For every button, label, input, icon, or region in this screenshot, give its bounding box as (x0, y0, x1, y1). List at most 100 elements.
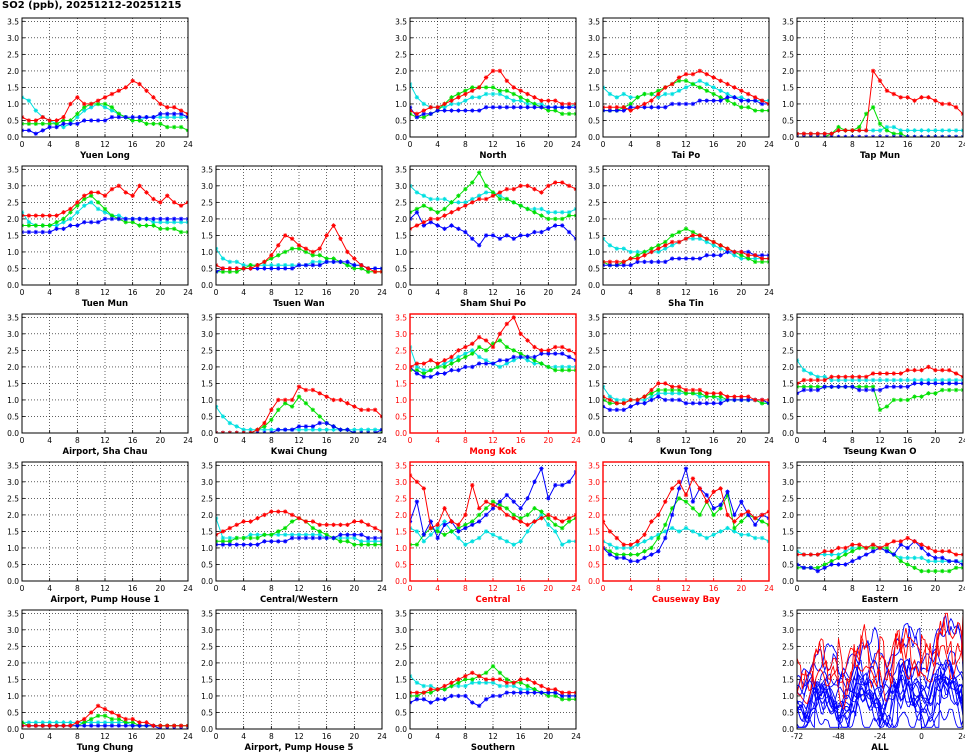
data-point-red (269, 509, 274, 514)
tick-label-y: 2.0 (7, 511, 19, 520)
data-point-red (607, 105, 613, 110)
data-point-blue (566, 229, 572, 235)
data-point-red (669, 486, 675, 491)
station-label: Causeway Bay (652, 595, 721, 605)
data-point-cyan (669, 91, 675, 97)
data-point-cyan (697, 394, 703, 399)
data-point-green (863, 111, 869, 117)
data-point-cyan (940, 558, 945, 564)
data-point-cyan (870, 128, 876, 133)
data-point-cyan (628, 95, 633, 100)
data-point-red (525, 338, 530, 343)
data-point-blue (711, 506, 716, 511)
data-point-cyan (463, 351, 468, 356)
data-point-red (435, 687, 440, 692)
tick-label-x: 4 (241, 436, 246, 445)
data-point-red (171, 200, 177, 205)
data-point-cyan (61, 219, 66, 225)
tick-label-x: 16 (709, 140, 719, 149)
data-point-green (497, 670, 503, 676)
tick-label-x: 16 (322, 288, 332, 297)
data-point-green (158, 121, 163, 126)
tick-label-x: 20 (931, 140, 941, 149)
data-point-red (365, 407, 371, 413)
tick-label-y: 3.5 (7, 461, 19, 470)
panel-frame (21, 313, 189, 434)
tick-label-y: 1.0 (395, 100, 407, 109)
data-point-blue (414, 114, 420, 120)
tick-label-x: 4 (628, 436, 633, 445)
data-point-cyan (829, 377, 834, 383)
data-point-cyan (95, 720, 101, 725)
data-point-red (532, 344, 537, 350)
tick-label-x: 16 (128, 732, 138, 741)
data-point-blue (614, 108, 620, 113)
data-point-blue (891, 384, 897, 389)
data-point-cyan (511, 98, 516, 103)
data-point-red (739, 394, 744, 399)
data-point-green (642, 549, 647, 554)
data-point-red (95, 98, 101, 103)
data-point-blue (532, 105, 537, 110)
tick-label-y: 3.5 (588, 17, 600, 26)
data-point-blue (926, 381, 931, 386)
tick-label-x: 0 (20, 732, 25, 741)
data-point-blue (704, 98, 709, 103)
tick-label-y: 2.5 (395, 346, 407, 355)
data-point-blue (649, 105, 654, 110)
data-point-green (746, 105, 751, 110)
tick-label-y: 1.5 (395, 675, 407, 684)
tick-label-y: 2.5 (588, 50, 600, 59)
data-point-green (310, 407, 316, 413)
data-point-cyan (483, 358, 489, 363)
tick-label-x: 20 (737, 436, 747, 445)
tick-label-y: 2.0 (395, 511, 407, 520)
data-point-green (61, 216, 66, 222)
tick-label-x: 8 (463, 288, 468, 297)
data-point-blue (178, 111, 184, 117)
data-point-red (338, 522, 343, 528)
data-point-blue (456, 226, 461, 232)
tick-label-y: 1.5 (395, 231, 407, 240)
tick-label-x: 20 (544, 140, 554, 149)
tick-label-y: 2.5 (395, 642, 407, 651)
tick-label-y: 1.5 (395, 379, 407, 388)
data-point-blue (628, 558, 633, 564)
data-point-green (82, 196, 87, 202)
data-point-cyan (171, 114, 177, 120)
data-point-cyan (663, 529, 668, 534)
data-point-blue (697, 401, 703, 406)
tick-label-y: 2.0 (7, 215, 19, 224)
data-point-green (456, 91, 461, 97)
data-point-blue (566, 693, 572, 699)
data-point-red (829, 131, 834, 136)
tick-label-y: 2.0 (7, 363, 19, 372)
data-point-green (490, 85, 496, 90)
data-point-blue (116, 723, 122, 728)
data-point-green (946, 387, 952, 393)
data-point-cyan (151, 219, 156, 225)
data-point-red (414, 111, 420, 117)
tick-label-y: 3.0 (7, 34, 19, 43)
data-point-green (559, 111, 565, 117)
tick-label-y: 3.0 (588, 182, 600, 191)
data-point-cyan (165, 114, 170, 120)
tick-label-x: 12 (488, 436, 498, 445)
data-point-blue (227, 542, 233, 547)
data-point-blue (102, 118, 108, 123)
data-point-red (912, 98, 917, 103)
tick-label-x: 4 (241, 584, 246, 593)
data-point-cyan (476, 354, 482, 360)
data-point-cyan (718, 246, 723, 251)
tick-label-x: 12 (100, 288, 110, 297)
tick-label-y: 0.0 (588, 577, 600, 586)
tick-label-x: 12 (488, 140, 498, 149)
data-point-blue (711, 401, 716, 406)
data-point-red (801, 377, 807, 383)
tick-label-x: 0 (408, 140, 413, 149)
data-point-blue (905, 384, 910, 389)
data-point-cyan (490, 680, 496, 685)
data-point-blue (33, 131, 39, 136)
data-point-red (746, 509, 751, 514)
data-point-red (504, 680, 510, 685)
